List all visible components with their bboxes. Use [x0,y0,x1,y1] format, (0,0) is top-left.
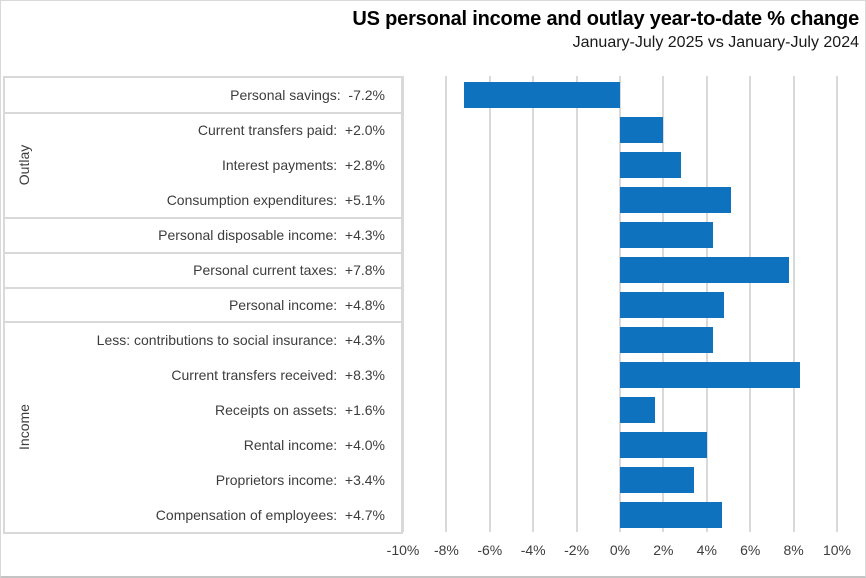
data-bar [620,257,790,284]
data-bar [620,431,707,458]
data-bar [620,501,722,528]
data-bar [620,396,655,423]
category-label: Personal income: +4.8% [228,296,385,313]
category-label: Less: contributions to social insurance:… [96,331,385,348]
gridline [836,76,838,532]
data-bar [620,292,725,318]
group-axis-label-text: Outlay [16,145,32,186]
group-divider-line [5,321,401,324]
gridline [402,76,404,532]
plot-area [402,76,838,534]
category-label: Receipts on assets: +1.6% [214,401,385,418]
category-label: Rental income: +4.0% [243,436,385,453]
x-axis-tick-label: -4% [520,542,546,558]
chart-title: US personal income and outlay year-to-da… [352,8,859,30]
x-axis-tick-label: -6% [477,542,503,558]
x-axis-tick-label: -10% [386,542,420,558]
data-bar [620,466,694,493]
category-label: Personal disposable income: +4.3% [158,227,385,244]
data-bar [620,117,664,144]
data-bar [620,152,681,179]
gridline [792,76,795,532]
x-axis-tick-label: 0% [609,542,631,558]
category-label: Proprietors income: +3.4% [215,471,385,488]
category-label: Compensation of employees: +4.7% [155,506,385,523]
category-label: Current transfers paid: +2.0% [197,122,385,139]
category-axis-area: Personal savings: -7.2% Current transfers… [3,76,403,534]
gridline [575,76,578,532]
category-label: Personal savings: -7.2% [230,87,385,104]
group-divider-line [5,111,401,114]
data-bar [620,222,714,249]
category-label: Current transfers received: +8.3% [171,366,385,383]
gridline [532,76,535,532]
data-bar [620,326,714,353]
gridline [445,76,448,532]
gridline [488,76,491,532]
x-axis-tick-label: 4% [696,542,717,558]
category-label: Interest payments: +2.8% [221,157,385,174]
x-axis-tick-label: -8% [433,542,459,558]
x-axis-tick-label: 8% [783,542,804,558]
group-divider-line [5,216,401,219]
x-axis-tick-label: 2% [653,542,674,558]
data-bar [620,361,801,388]
data-bar [620,187,731,214]
x-axis-tick-label: 6% [740,542,761,558]
chart-subtitle: January-July 2025 vs January-July 2024 [572,34,859,51]
category-label: Personal current taxes: +7.8% [193,262,385,279]
category-label: Consumption expenditures: +5.1% [166,192,385,209]
group-divider-line [5,251,401,254]
group-axis-label: Outlay [11,113,37,218]
gridline [749,76,752,532]
x-axis-tick-label: 10% [822,542,852,558]
x-axis-tick-label: -2% [564,542,590,558]
group-divider-line [5,286,401,289]
group-axis-label: Income [11,322,37,532]
data-bar [463,82,620,109]
group-axis-label-text: Income [16,404,33,451]
